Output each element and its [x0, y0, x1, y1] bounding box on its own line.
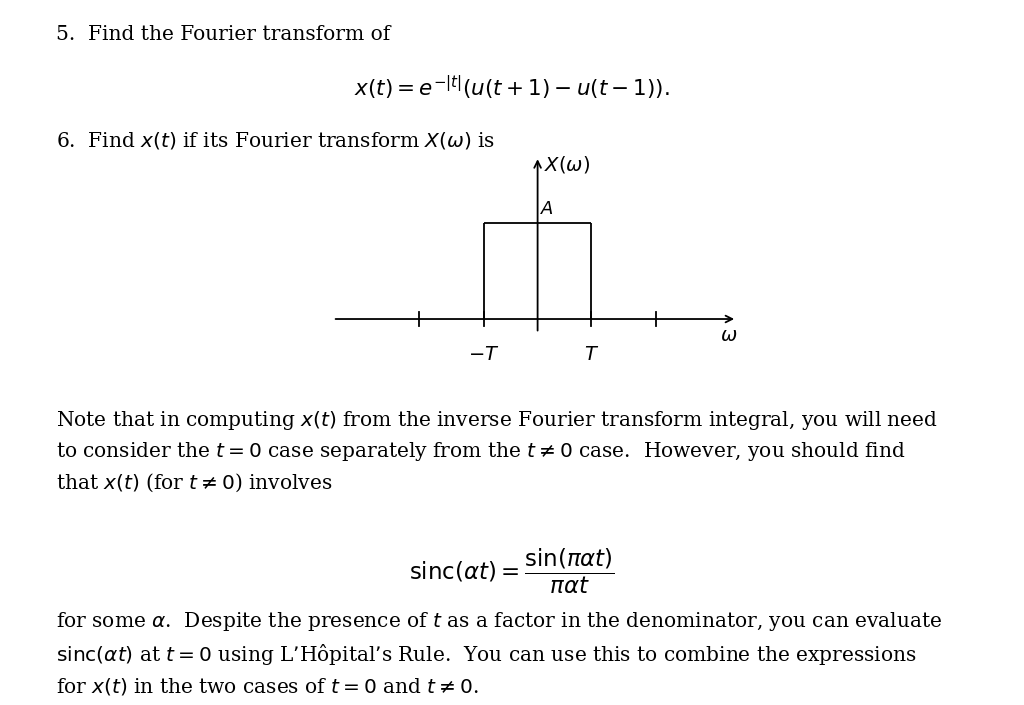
Text: for some $\alpha$.  Despite the presence of $t$ as a factor in the denominator, : for some $\alpha$. Despite the presence … [56, 610, 942, 697]
Text: $X(\omega)$: $X(\omega)$ [544, 154, 590, 176]
Text: $x(t) = e^{-|t|}\left(u(t+1) - u(t-1)\right).$: $x(t) = e^{-|t|}\left(u(t+1) - u(t-1)\ri… [354, 74, 670, 102]
Text: $-T$: $-T$ [468, 345, 500, 364]
Text: 5.  Find the Fourier transform of: 5. Find the Fourier transform of [56, 25, 390, 44]
Text: $\omega$: $\omega$ [720, 327, 737, 345]
Text: $A$: $A$ [541, 200, 554, 218]
Text: $T$: $T$ [584, 345, 599, 364]
Text: $\mathrm{sinc}(\alpha t) = \dfrac{\sin(\pi\alpha t)}{\pi\alpha t}$: $\mathrm{sinc}(\alpha t) = \dfrac{\sin(\… [410, 546, 614, 596]
Text: Note that in computing $x(t)$ from the inverse Fourier transform integral, you w: Note that in computing $x(t)$ from the i… [56, 409, 938, 494]
Text: 6.  Find $x(t)$ if its Fourier transform $X(\omega)$ is: 6. Find $x(t)$ if its Fourier transform … [56, 130, 496, 152]
